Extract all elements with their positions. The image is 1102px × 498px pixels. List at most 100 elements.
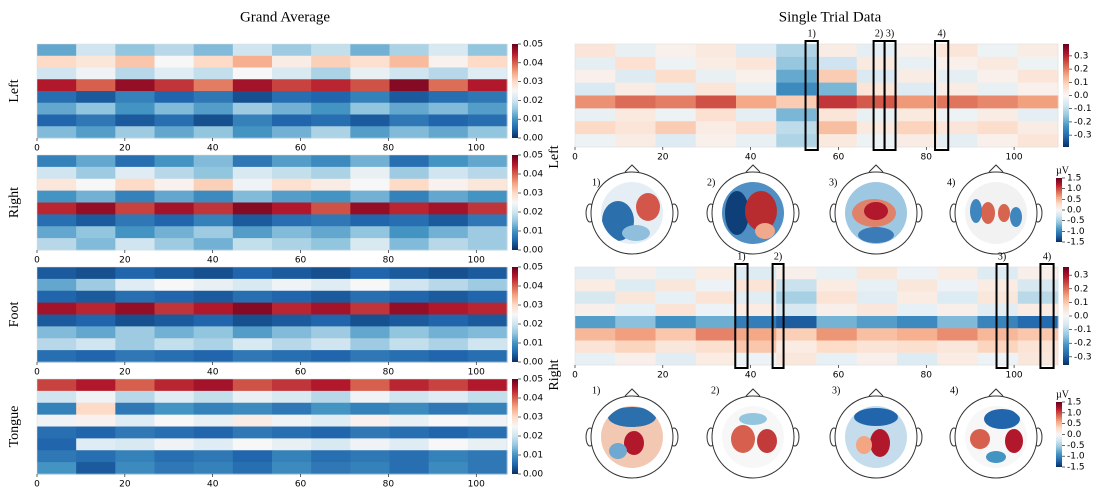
heatmap-cell bbox=[193, 278, 234, 292]
heatmap-cell bbox=[311, 44, 351, 57]
heatmap-cell bbox=[272, 126, 312, 139]
heatmap-cell bbox=[154, 91, 195, 104]
heatmap-cell bbox=[937, 108, 978, 122]
heatmap-cell bbox=[776, 134, 817, 148]
heatmap-cell bbox=[695, 44, 737, 58]
heatmap-cell bbox=[467, 338, 508, 351]
heatmap-cell bbox=[272, 438, 312, 451]
heatmap-cell bbox=[193, 190, 234, 203]
heatmap-cell bbox=[115, 166, 155, 180]
heatmap-cell bbox=[575, 69, 616, 84]
heatmap-cell bbox=[76, 67, 116, 80]
heatmap-cell bbox=[428, 379, 469, 392]
heatmap-cell bbox=[76, 202, 116, 215]
heatmap-cell bbox=[76, 426, 116, 439]
highlight-box bbox=[883, 40, 897, 151]
heatmap-cell bbox=[272, 91, 312, 104]
heatmap-cell bbox=[816, 291, 858, 305]
heatmap-cell bbox=[897, 328, 938, 341]
heatmap-cell bbox=[76, 462, 116, 475]
heatmap-cell bbox=[655, 352, 697, 366]
colorbar-tick-label: -1.0 bbox=[1067, 452, 1085, 462]
heatmap-cell bbox=[615, 121, 656, 135]
heatmap-cell bbox=[232, 79, 273, 92]
heatmap-cell bbox=[232, 238, 273, 251]
heatmap-cell bbox=[467, 414, 508, 427]
heatmap-cell bbox=[193, 202, 234, 215]
colorbar-tick-label: -0.1 bbox=[1074, 325, 1092, 335]
heatmap-cell bbox=[76, 190, 116, 203]
heatmap-cell bbox=[232, 338, 273, 351]
colorbar-tick-label: 0.05 bbox=[523, 151, 543, 161]
x-tick-label: 0 bbox=[34, 144, 40, 154]
colorbar-tick-label: 1.5 bbox=[1067, 174, 1081, 184]
x-tick-label: 0 bbox=[572, 153, 578, 163]
colorbar-tick-label: 1.0 bbox=[1067, 184, 1082, 194]
heatmap-cell bbox=[350, 166, 390, 180]
x-tick-label: 40 bbox=[207, 368, 219, 378]
heatmap-cell bbox=[977, 291, 1019, 305]
heatmap-cell bbox=[467, 114, 508, 127]
x-tick-label: 100 bbox=[468, 368, 485, 378]
colorbar-tick-label: 0.04 bbox=[523, 282, 543, 292]
heatmap-cell bbox=[350, 178, 390, 192]
heatmap-cell bbox=[428, 290, 469, 304]
colorbar-tick-label: -0.5 bbox=[1067, 441, 1085, 451]
heatmap-cell bbox=[76, 379, 116, 392]
heatmap-cell bbox=[467, 91, 508, 104]
heatmap-cell bbox=[311, 267, 351, 280]
heatmap-cell bbox=[856, 121, 898, 135]
heatmap-cell bbox=[428, 155, 469, 168]
row-label: Right bbox=[547, 359, 562, 390]
heatmap-cell bbox=[736, 121, 777, 135]
heatmap-cell bbox=[655, 328, 697, 341]
heatmap-cell bbox=[37, 79, 77, 92]
heatmap-cell bbox=[1017, 108, 1059, 122]
heatmap-cell bbox=[937, 267, 978, 280]
heatmap-cell bbox=[311, 202, 351, 215]
heatmap-cell bbox=[695, 352, 737, 366]
heatmap-cell bbox=[76, 214, 116, 227]
heatmap-cell bbox=[272, 302, 312, 315]
heatmap-cell bbox=[1017, 95, 1059, 109]
heatmap-cell bbox=[350, 126, 390, 139]
x-tick-label: 80 bbox=[383, 144, 395, 154]
heatmap-cell bbox=[467, 314, 508, 327]
heatmap-cell bbox=[937, 316, 978, 329]
heatmap-cell bbox=[232, 267, 273, 280]
heatmap-cell bbox=[816, 328, 858, 341]
heatmap-cell bbox=[816, 108, 858, 122]
heatmap-cell bbox=[232, 166, 273, 180]
heatmap-cell bbox=[467, 450, 508, 463]
heatmap-cell bbox=[467, 326, 508, 339]
heatmap-cell bbox=[615, 279, 656, 292]
heatmap-cell bbox=[575, 303, 616, 317]
heatmap-cell bbox=[115, 267, 155, 280]
heatmap-cell bbox=[311, 155, 351, 168]
heatmap-cell bbox=[193, 102, 234, 115]
heatmap-cell bbox=[736, 303, 777, 317]
heatmap-cell bbox=[154, 450, 195, 463]
heatmap-cell bbox=[428, 314, 469, 327]
heatmap-cell bbox=[311, 290, 351, 304]
topomap-label: 4) bbox=[947, 177, 955, 188]
heatmap-cell bbox=[272, 67, 312, 80]
heatmap-cell bbox=[977, 340, 1019, 354]
heatmap-cell bbox=[977, 82, 1019, 96]
heatmap-cell bbox=[389, 166, 430, 180]
heatmap-cell bbox=[115, 390, 155, 404]
heatmap-cell bbox=[977, 267, 1019, 280]
heatmap-cell bbox=[467, 290, 508, 304]
heatmap-cell bbox=[37, 114, 77, 127]
heatmap-cell bbox=[695, 291, 737, 305]
heatmap-cell bbox=[154, 214, 195, 227]
x-tick-label: 60 bbox=[295, 256, 307, 266]
heatmap-cell bbox=[856, 82, 898, 96]
heatmap-cell bbox=[655, 121, 697, 135]
heatmap-cell bbox=[977, 95, 1019, 109]
heatmap-cell bbox=[389, 190, 430, 203]
heatmap-cell bbox=[389, 462, 430, 475]
x-tick-label: 40 bbox=[207, 480, 219, 490]
heatmap-cell bbox=[937, 134, 978, 148]
heatmap-cell bbox=[37, 302, 77, 315]
